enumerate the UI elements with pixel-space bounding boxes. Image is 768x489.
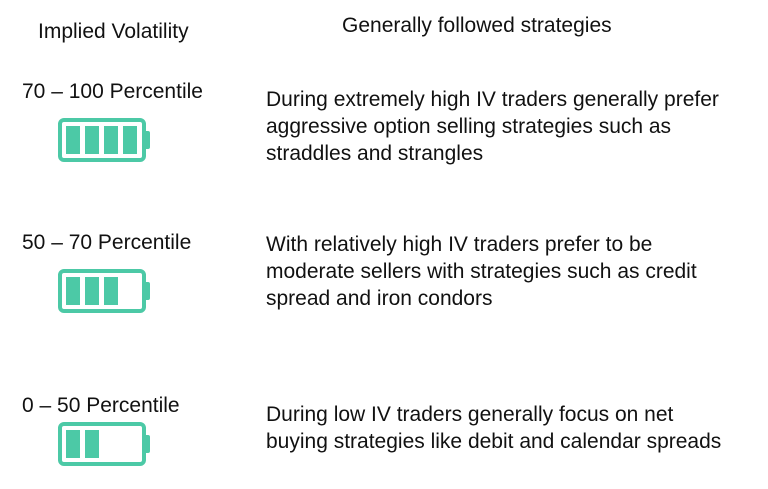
strategy-description: With relatively high IV traders prefer t… [266, 231, 761, 312]
percentile-label: 70 – 100 Percentile [22, 80, 203, 103]
battery-terminal [144, 131, 150, 149]
battery-cell [66, 430, 80, 458]
battery-cell [123, 126, 137, 154]
battery-cell [85, 277, 99, 305]
battery-cell [66, 277, 80, 305]
description-line: During low IV traders generally focus on… [266, 403, 674, 426]
percentile-label: 0 – 50 Percentile [22, 394, 180, 417]
battery-half-icon [57, 421, 207, 469]
implied-volatility-header: Implied Volatility [38, 20, 189, 43]
battery-three-quarter-icon [57, 268, 207, 316]
description-line: aggressive option selling strategies suc… [266, 115, 672, 138]
strategy-description: During low IV traders generally focus on… [266, 401, 761, 455]
strategy-description: During extremely high IV traders general… [266, 86, 761, 167]
battery-terminal [144, 282, 150, 300]
battery-cell [85, 430, 99, 458]
description-line: moderate sellers with strategies such as… [266, 260, 697, 283]
battery-cell [104, 277, 118, 305]
description-line: spread and iron condors [266, 287, 493, 310]
battery-cell [66, 126, 80, 154]
description-line: straddles and strangles [266, 142, 484, 165]
percentile-label: 50 – 70 Percentile [22, 231, 192, 254]
description-line: buying strategies like debit and calenda… [266, 430, 722, 453]
battery-cell [104, 126, 118, 154]
battery-terminal [144, 435, 150, 453]
battery-full-icon [57, 117, 207, 165]
battery-cell [85, 126, 99, 154]
description-line: With relatively high IV traders prefer t… [266, 233, 653, 256]
description-line: During extremely high IV traders general… [266, 88, 719, 111]
strategies-header: Generally followed strategies [342, 14, 612, 37]
